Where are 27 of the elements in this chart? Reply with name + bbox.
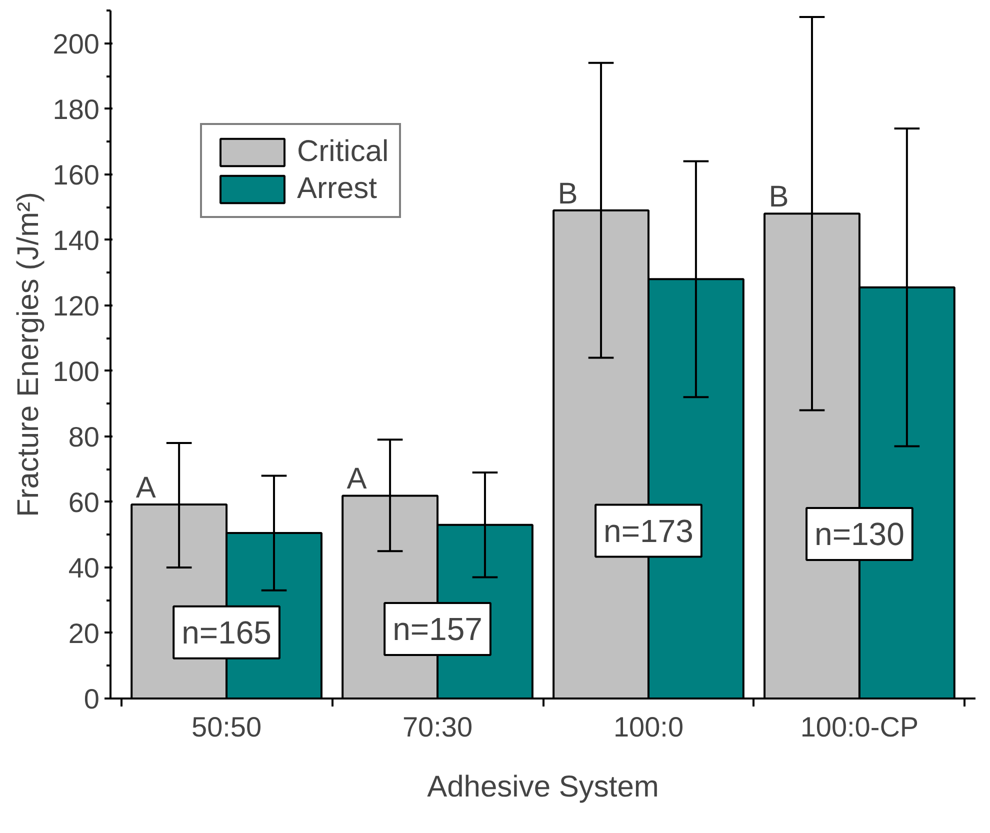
y-tick-label: 20	[68, 618, 100, 649]
annotation: n=165	[182, 614, 272, 650]
y-tick-label: 160	[52, 159, 100, 190]
y-tick-label: 40	[68, 552, 100, 584]
x-tick-label: 100:0	[613, 712, 684, 742]
x-tick-label: 100:0-CP	[800, 712, 919, 742]
annotation: A	[136, 472, 156, 505]
legend-label: Critical	[297, 135, 389, 169]
x-tick-label: 50:50	[192, 712, 262, 742]
y-axis-title: Fracture Energies (J/m²)	[12, 192, 45, 518]
legend-label: Arrest	[297, 172, 378, 206]
annotation: n=173	[604, 512, 694, 549]
annotation: B	[558, 177, 578, 210]
y-tick-label: 0	[84, 684, 100, 714]
y-tick-label: 100	[52, 356, 100, 387]
annotation: B	[768, 180, 789, 214]
x-axis-title: Adhesive System	[427, 770, 659, 804]
y-tick-label: 200	[52, 28, 100, 60]
annotation: n=130	[814, 516, 904, 552]
y-tick-label: 180	[52, 94, 100, 125]
y-tick-label: 60	[68, 486, 100, 518]
y-tick-label: 120	[52, 290, 100, 322]
y-tick-label: 80	[68, 421, 100, 452]
annotation: n=157	[392, 611, 482, 648]
annotation: A	[346, 462, 367, 496]
y-tick-label: 140	[52, 224, 100, 256]
x-tick-label: 70:30	[402, 712, 473, 742]
